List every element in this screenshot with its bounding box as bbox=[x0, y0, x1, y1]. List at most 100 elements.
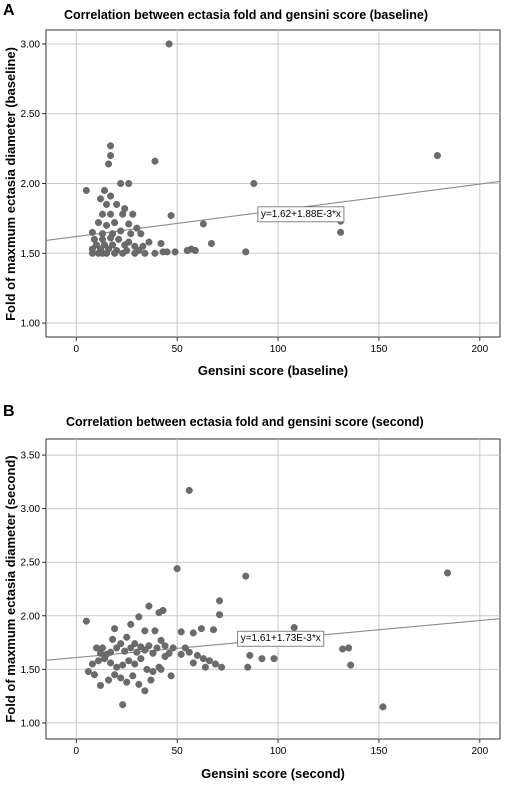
data-point bbox=[177, 628, 185, 636]
data-point bbox=[119, 210, 127, 218]
data-point bbox=[185, 486, 193, 494]
data-point bbox=[131, 640, 139, 648]
data-point bbox=[141, 646, 149, 654]
data-point bbox=[88, 249, 96, 257]
data-point bbox=[347, 661, 355, 669]
x-tick-label: 150 bbox=[371, 344, 388, 355]
x-tick-label: 200 bbox=[471, 344, 488, 355]
data-point bbox=[145, 602, 153, 610]
data-point bbox=[205, 657, 213, 665]
data-point bbox=[250, 179, 258, 187]
data-point bbox=[115, 235, 123, 243]
data-point bbox=[167, 672, 175, 680]
data-point bbox=[127, 230, 135, 238]
data-point bbox=[141, 627, 149, 635]
chart-title-a: Correlation between ectasia fold and gen… bbox=[64, 8, 428, 22]
data-point bbox=[169, 644, 177, 652]
chart-title-b: Correlation between ectasia fold and gen… bbox=[66, 415, 424, 429]
data-point bbox=[113, 644, 121, 652]
data-point bbox=[444, 569, 452, 577]
data-point bbox=[98, 210, 106, 218]
data-point bbox=[103, 221, 111, 229]
data-point bbox=[177, 650, 185, 658]
data-point bbox=[197, 625, 205, 633]
data-point bbox=[159, 248, 167, 256]
data-point bbox=[135, 680, 143, 688]
data-point bbox=[82, 186, 90, 194]
y-tick-label: 3.00 bbox=[21, 39, 41, 50]
data-point bbox=[189, 629, 197, 637]
data-point bbox=[123, 633, 131, 641]
data-point bbox=[88, 660, 96, 668]
x-tick-label: 50 bbox=[172, 746, 184, 757]
fit-equation-label-a: y=1.62+1.88E-3*x bbox=[261, 209, 341, 220]
data-point bbox=[121, 647, 129, 655]
data-point bbox=[107, 648, 115, 656]
data-point bbox=[103, 200, 111, 208]
data-point bbox=[127, 644, 135, 652]
x-tick-label: 150 bbox=[371, 746, 388, 757]
data-point bbox=[199, 220, 207, 228]
y-ticks-a: 1.00 1.50 2.00 2.50 3.00 bbox=[21, 39, 46, 330]
data-point bbox=[218, 663, 226, 671]
x-tick-label: 0 bbox=[73, 746, 79, 757]
data-point bbox=[125, 179, 133, 187]
data-point bbox=[165, 40, 173, 48]
x-tick-label: 100 bbox=[270, 746, 287, 757]
data-point bbox=[129, 672, 137, 680]
data-point bbox=[117, 227, 125, 235]
data-point bbox=[111, 219, 119, 227]
data-point bbox=[141, 687, 149, 695]
data-point bbox=[193, 651, 201, 659]
data-point bbox=[131, 660, 139, 668]
data-point bbox=[339, 645, 347, 653]
data-point bbox=[337, 228, 345, 236]
data-point bbox=[101, 655, 109, 663]
y-axis-title-b: Fold of maxmum ectasia diameter (second) bbox=[3, 455, 18, 722]
data-point bbox=[433, 152, 441, 160]
data-point bbox=[123, 678, 131, 686]
y-tick-label: 2.00 bbox=[21, 611, 41, 622]
data-point bbox=[101, 186, 109, 194]
x-ticks-a: 0 50 100 150 200 bbox=[73, 337, 489, 355]
x-axis-title-a: Gensini score (baseline) bbox=[198, 363, 348, 378]
fit-equation-frame-b bbox=[237, 630, 325, 647]
y-tick-label: 3.50 bbox=[21, 451, 41, 462]
data-point bbox=[98, 644, 106, 652]
data-point bbox=[107, 142, 115, 150]
data-point bbox=[113, 200, 121, 208]
data-point bbox=[135, 613, 143, 621]
data-point bbox=[94, 657, 102, 665]
data-point bbox=[145, 238, 153, 246]
data-point bbox=[107, 192, 115, 200]
data-point bbox=[145, 642, 153, 650]
data-point bbox=[133, 224, 141, 232]
data-point bbox=[345, 644, 353, 652]
data-point bbox=[125, 657, 133, 665]
data-point bbox=[153, 644, 161, 652]
data-point bbox=[199, 655, 207, 663]
data-point bbox=[94, 219, 102, 227]
data-point bbox=[161, 642, 169, 650]
data-point bbox=[107, 152, 115, 160]
data-point bbox=[216, 611, 224, 619]
x-tick-label: 0 bbox=[73, 344, 79, 355]
chart-panel-a: A Correlation between ectasia fold and g… bbox=[3, 2, 501, 378]
data-point bbox=[111, 249, 119, 257]
y-tick-label: 2.00 bbox=[21, 179, 41, 190]
fit-equation-box-b: y=1.61+1.73E-3*x bbox=[237, 630, 325, 647]
data-point bbox=[107, 659, 115, 667]
y-ticks-b: 1.00 1.50 2.00 2.50 3.00 3.50 bbox=[21, 451, 46, 729]
y-axis-title-a: Fold of maxmum ectasia diameter (baselin… bbox=[3, 47, 18, 321]
data-point bbox=[151, 157, 159, 165]
grid-b bbox=[46, 439, 500, 739]
data-point bbox=[119, 701, 127, 709]
data-point bbox=[111, 671, 119, 679]
x-axis-title-b: Gensini score (second) bbox=[201, 766, 345, 781]
data-point bbox=[109, 635, 117, 643]
data-point bbox=[127, 620, 135, 628]
data-point bbox=[209, 626, 217, 634]
data-point bbox=[270, 655, 278, 663]
data-point bbox=[189, 659, 197, 667]
y-tick-label: 1.00 bbox=[21, 319, 41, 330]
